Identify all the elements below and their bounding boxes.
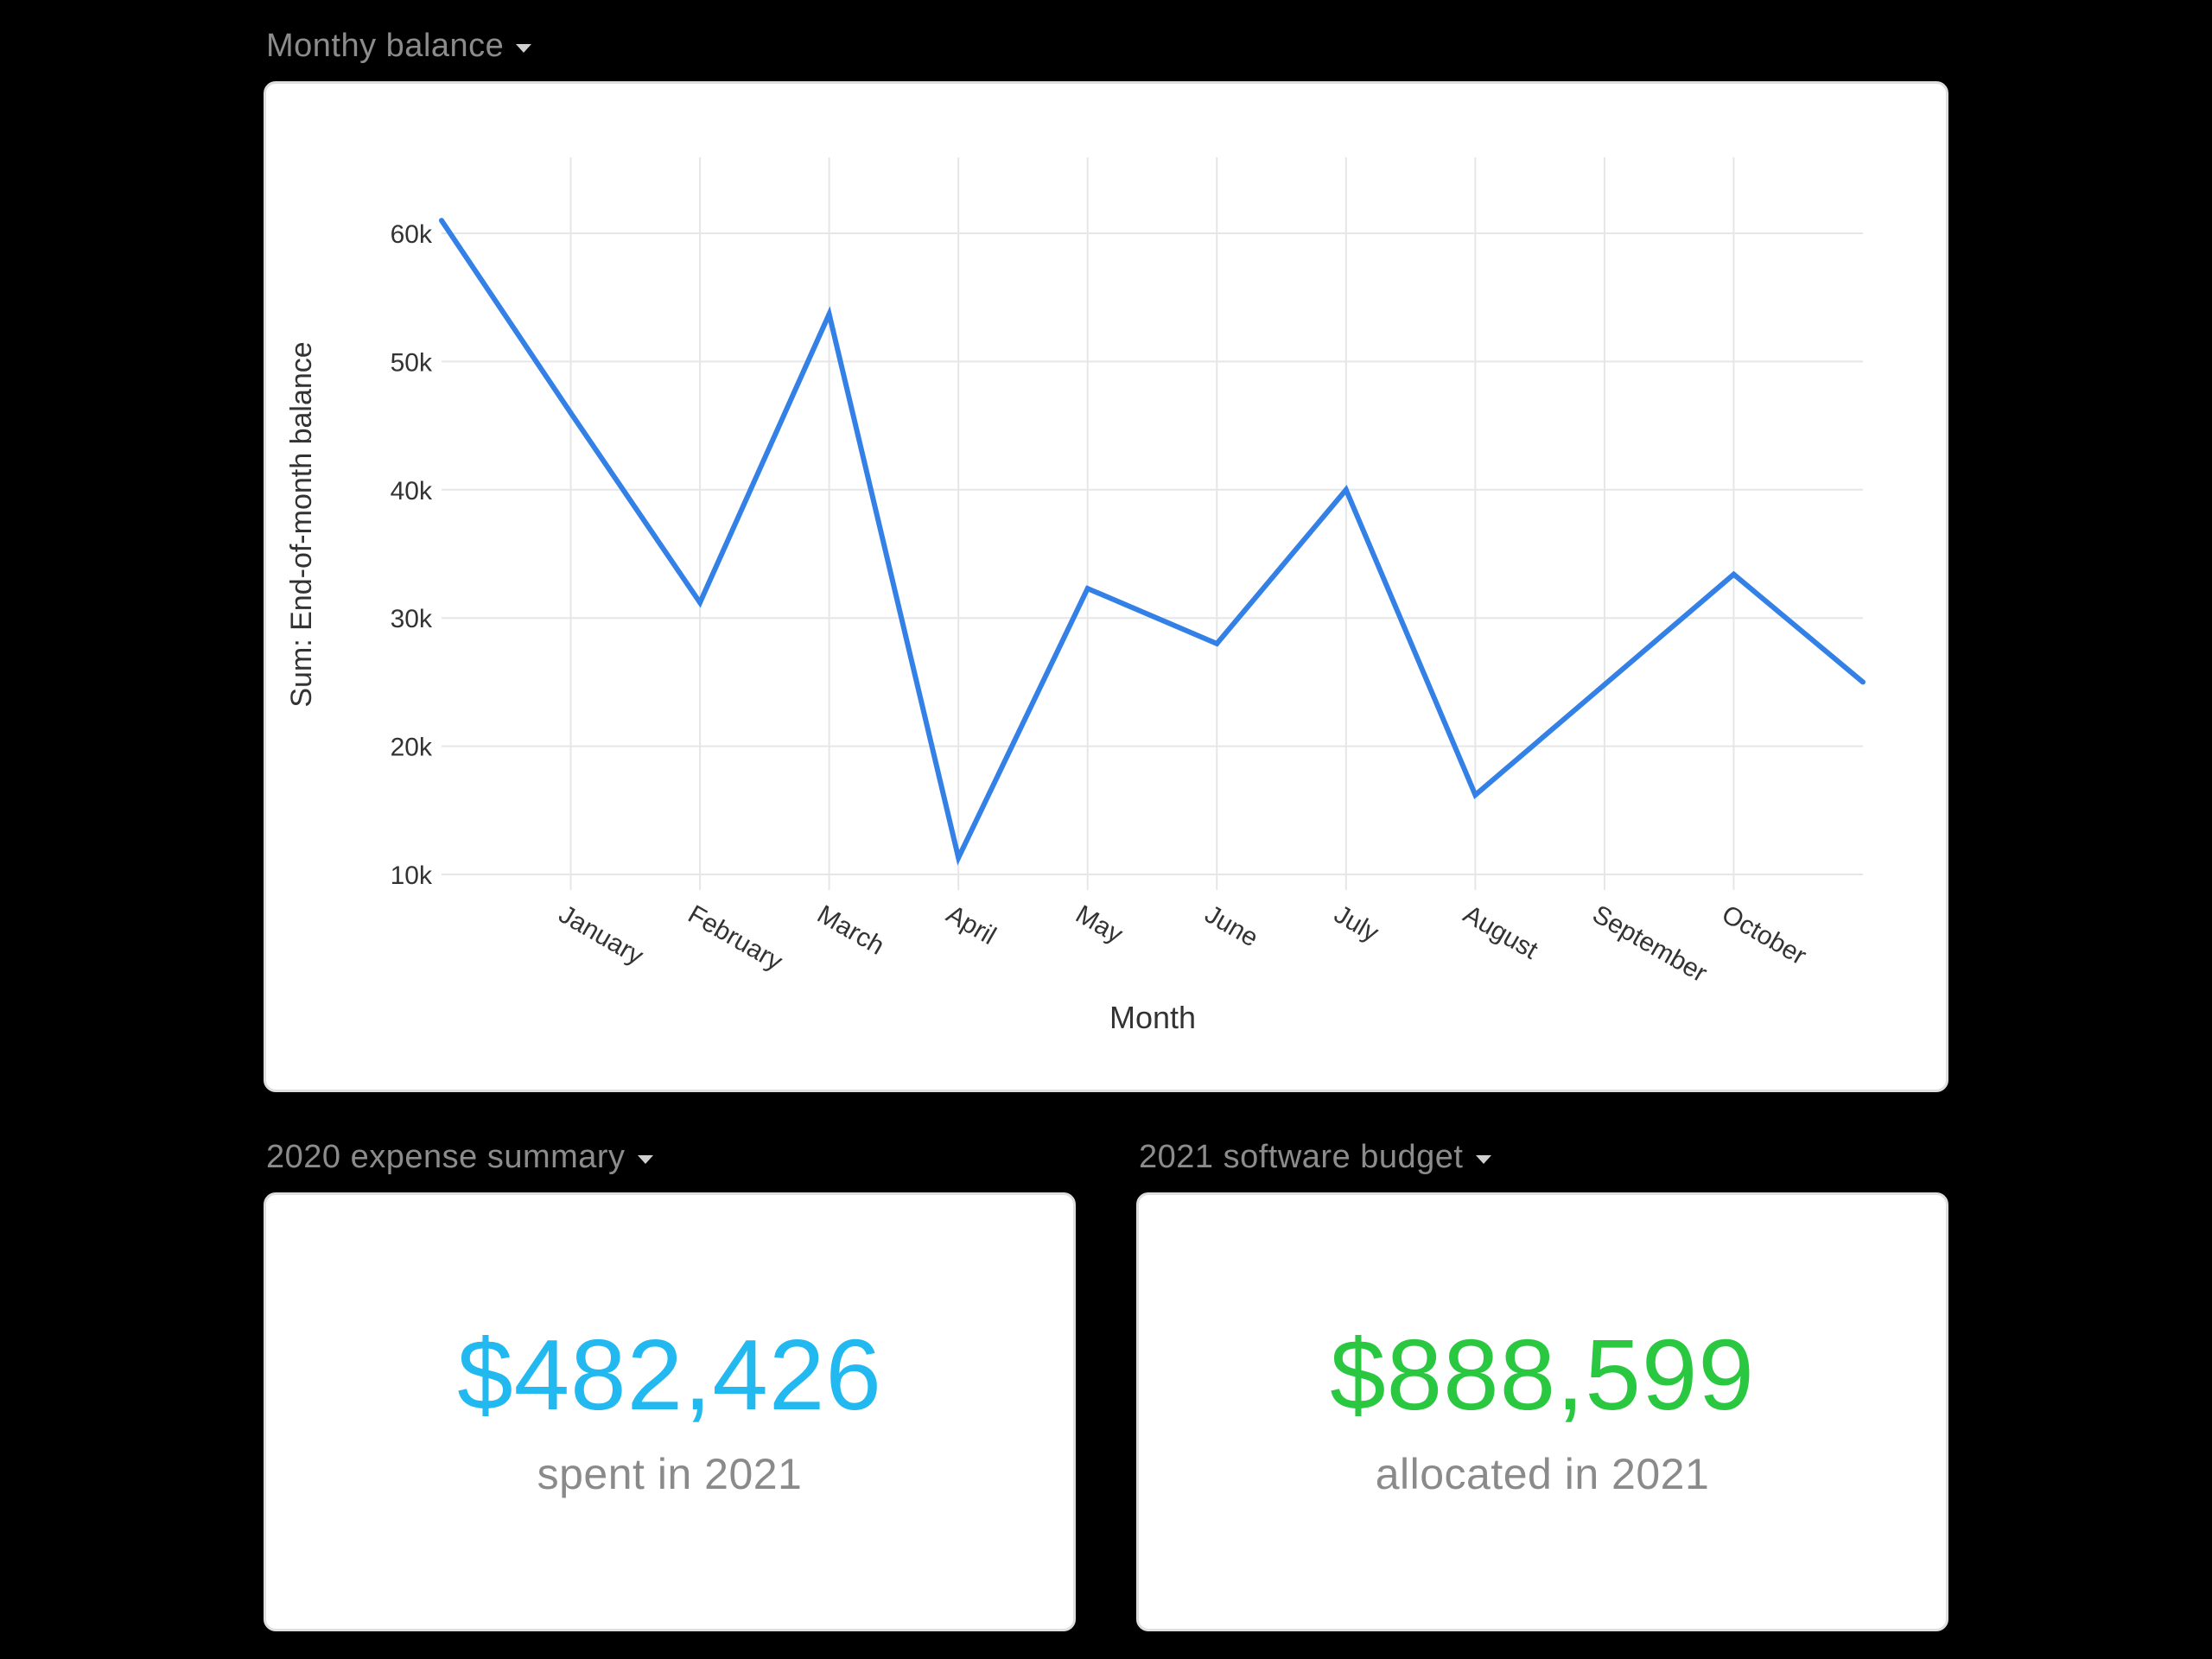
monthly-balance-title-text: Monthy balance: [266, 28, 505, 64]
caret-down-icon[interactable]: [516, 43, 532, 53]
x-tick-label: October: [1717, 899, 1811, 970]
x-tick-label: March: [812, 899, 889, 960]
expense-summary-value: $482,426: [457, 1319, 882, 1431]
software-budget-card: $888,599 allocated in 2021: [1136, 1192, 1948, 1631]
data-point[interactable]: [1084, 586, 1090, 592]
x-tick-label: February: [683, 899, 787, 976]
x-axis-label: Month: [1109, 1000, 1196, 1035]
x-tick-label: September: [1587, 899, 1712, 988]
y-tick-label: 50k: [391, 348, 433, 377]
balance-series-line[interactable]: [439, 219, 1865, 866]
monthly-balance-title[interactable]: Monthy balance: [266, 28, 532, 65]
data-point[interactable]: [1860, 679, 1866, 685]
expense-summary-title-text: 2020 expense summary: [266, 1139, 626, 1175]
data-point[interactable]: [1472, 791, 1478, 798]
x-tick-labels: January February March April May June July Augu…: [554, 899, 1811, 988]
y-tick-label: 10k: [391, 861, 433, 890]
x-gridlines: [569, 157, 1735, 890]
software-budget-title[interactable]: 2021 software budget: [1139, 1139, 1491, 1176]
monthly-balance-card: 10k 20k 30k 40k 50k 60k January February March A…: [264, 81, 1948, 1092]
software-budget-caption: allocated in 2021: [1375, 1450, 1710, 1498]
expense-summary-title[interactable]: 2020 expense summary: [266, 1139, 653, 1176]
x-tick-label: August: [1459, 899, 1543, 965]
x-tick-label: May: [1071, 899, 1128, 949]
data-point[interactable]: [568, 410, 574, 416]
data-point[interactable]: [826, 311, 832, 317]
software-budget-title-text: 2021 software budget: [1139, 1139, 1464, 1175]
data-point[interactable]: [697, 600, 703, 606]
series-line-group: [439, 218, 1866, 866]
y-axis-label: Sum: End-of-month balance: [285, 341, 318, 707]
software-budget-value: $888,599: [1330, 1319, 1755, 1431]
data-point[interactable]: [1343, 486, 1349, 493]
data-point[interactable]: [1601, 682, 1607, 688]
expense-summary-caption: spent in 2021: [537, 1450, 803, 1498]
line-chart: 10k 20k 30k 40k 50k 60k January February March A…: [285, 157, 1866, 1035]
x-tick-label: January: [554, 899, 648, 970]
y-tick-label: 30k: [391, 605, 433, 633]
data-point[interactable]: [1214, 640, 1220, 646]
data-point[interactable]: [1731, 571, 1737, 577]
y-gridlines: [442, 232, 1863, 875]
expense-summary-card: $482,426 spent in 2021: [264, 1192, 1076, 1631]
y-tick-label: 60k: [391, 220, 433, 249]
x-tick-label: June: [1200, 899, 1263, 952]
x-tick-label: July: [1329, 899, 1383, 947]
y-tick-label: 20k: [391, 734, 433, 762]
data-point[interactable]: [439, 218, 444, 224]
y-tick-labels: 10k 20k 30k 40k 50k 60k: [391, 220, 433, 890]
caret-down-icon[interactable]: [1475, 1154, 1491, 1164]
x-tick-label: April: [942, 899, 1001, 950]
data-point[interactable]: [956, 855, 962, 861]
y-tick-label: 40k: [391, 477, 433, 505]
caret-down-icon[interactable]: [637, 1154, 653, 1164]
